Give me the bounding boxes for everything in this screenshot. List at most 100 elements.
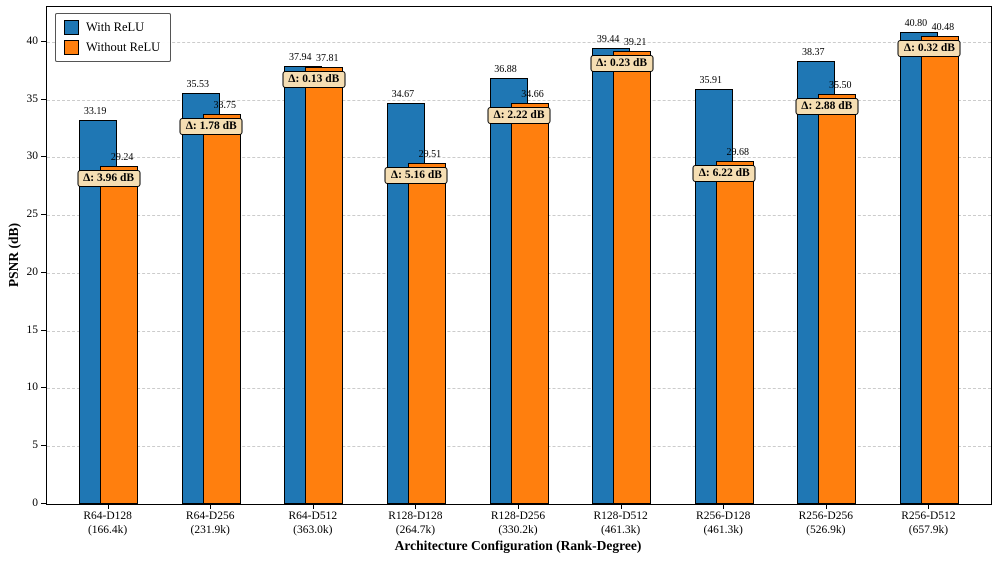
delta-badge: Δ: 6.22 dB xyxy=(692,165,756,182)
y-tick-label: 20 xyxy=(26,265,39,278)
bar-value-label: 33.19 xyxy=(83,106,107,118)
x-tick-label-name: R64-D512 xyxy=(288,510,338,522)
bar-without-relu xyxy=(202,113,241,504)
bar-value-label: 39.21 xyxy=(623,36,647,48)
bar-without-relu xyxy=(100,166,139,504)
x-tick-label: R64-D256 (231.9k) xyxy=(150,510,270,537)
bar-without-relu xyxy=(613,50,652,504)
delta-badge: Δ: 1.78 dB xyxy=(179,117,243,135)
x-tick-mark xyxy=(825,504,827,509)
legend-swatch-with-relu xyxy=(64,20,79,35)
y-tick-mark xyxy=(41,214,46,215)
x-tick-label-params: (330.2k) xyxy=(498,523,538,536)
x-tick-mark xyxy=(415,504,417,509)
x-tick-label-params: (461.3k) xyxy=(703,523,743,536)
bar-value-label: 35.53 xyxy=(186,79,209,91)
bar-value-label: 35.50 xyxy=(829,79,852,91)
x-tick-mark xyxy=(210,504,212,509)
delta-badge: Δ: 3.96 dB xyxy=(77,170,141,187)
bar-value-label: 29.24 xyxy=(110,152,134,163)
bar-without-relu xyxy=(920,36,959,504)
bar-value-label: 39.44 xyxy=(596,34,620,46)
y-tick-label: 10 xyxy=(26,381,39,394)
x-tick-label: R256-D512 (657.9k) xyxy=(868,510,988,537)
x-tick-label-name: R64-D128 xyxy=(83,510,132,522)
legend-label-without-relu: Without ReLU xyxy=(86,40,161,54)
legend-item-with-relu: With ReLU xyxy=(64,20,160,35)
x-tick-mark xyxy=(928,504,930,509)
bar-value-label: 29.51 xyxy=(418,148,442,160)
bar-value-label: 37.94 xyxy=(289,51,312,63)
x-tick-mark xyxy=(620,504,622,509)
y-tick-label: 40 xyxy=(26,34,39,47)
x-tick-label-params: (657.9k) xyxy=(908,523,949,536)
legend-label-with-relu: With ReLU xyxy=(86,20,145,34)
x-tick-label-name: R64-D256 xyxy=(185,510,235,522)
x-tick-label-name: R128-D256 xyxy=(490,510,546,522)
y-tick-mark xyxy=(41,387,46,389)
bar-value-label: 38.37 xyxy=(802,46,825,58)
bar-value-label: 35.91 xyxy=(699,74,722,86)
bar-without-relu xyxy=(305,67,344,504)
bar-value-label: 37.81 xyxy=(316,53,339,64)
y-tick-mark xyxy=(41,271,46,273)
y-tick-mark xyxy=(41,98,46,100)
x-tick-mark xyxy=(723,504,725,509)
bar-without-relu xyxy=(407,162,446,504)
delta-badge: Δ: 2.88 dB xyxy=(795,97,859,115)
x-tick-label-name: R128-D128 xyxy=(388,510,443,522)
y-tick-mark xyxy=(41,329,46,331)
bar-value-label: 33.75 xyxy=(213,99,236,111)
bar-value-label: 40.48 xyxy=(931,22,955,34)
y-tick-mark xyxy=(41,40,46,42)
bar-without-relu xyxy=(715,161,754,504)
x-tick-mark xyxy=(518,504,519,509)
x-tick-label-name: R256-D128 xyxy=(696,510,751,522)
x-tick-label-params: (264.7k) xyxy=(395,523,436,536)
x-tick-label-params: (526.9k) xyxy=(806,523,846,536)
x-tick-label-name: R256-D512 xyxy=(901,510,956,522)
delta-badge: Δ: 2.22 dB xyxy=(487,107,551,125)
x-tick-label: R128-D256 (330.2k) xyxy=(458,510,578,537)
bar-value-label: 34.67 xyxy=(391,89,415,101)
x-tick-label-name: R128-D512 xyxy=(593,510,648,522)
bar-value-label: 34.66 xyxy=(521,89,544,101)
x-tick-label: R64-D512 (363.0k) xyxy=(253,510,373,537)
x-axis-label: Architecture Configuration (Rank-Degree) xyxy=(394,538,642,553)
delta-badge: Δ: 0.23 dB xyxy=(590,54,654,72)
y-tick-mark xyxy=(41,503,46,504)
y-tick-mark xyxy=(41,445,46,447)
plot-area: 33.19 29.24 Δ: 3.96 dB 35.53 33.75 Δ: 1.78 dB… xyxy=(46,6,992,505)
y-tick-label: 0 xyxy=(32,497,38,509)
x-tick-label: R128-D512 (461.3k) xyxy=(561,510,681,537)
legend: With ReLU Without ReLU xyxy=(55,13,172,62)
x-tick-label: R256-D256 (526.9k) xyxy=(766,510,886,537)
delta-badge: Δ: 0.32 dB xyxy=(897,40,961,58)
legend-swatch-without-relu xyxy=(64,40,79,55)
delta-badge: Δ: 5.16 dB xyxy=(384,166,448,184)
x-tick-label: R256-D128 (461.3k) xyxy=(663,510,783,537)
bar-value-label: 36.88 xyxy=(494,63,517,75)
legend-item-without-relu: Without ReLU xyxy=(64,40,160,55)
x-tick-mark xyxy=(312,504,314,509)
bar-without-relu xyxy=(510,103,549,504)
y-tick-label: 35 xyxy=(26,92,39,105)
x-tick-label-params: (231.9k) xyxy=(190,523,230,536)
y-tick-label: 15 xyxy=(26,323,39,336)
x-tick-label-params: (461.3k) xyxy=(600,523,641,536)
x-tick-label: R128-D128 (264.7k) xyxy=(355,510,475,537)
y-tick-label: 30 xyxy=(26,150,39,163)
y-tick-label: 5 xyxy=(32,439,38,452)
bar-value-label: 40.80 xyxy=(904,18,928,30)
x-tick-label-params: (363.0k) xyxy=(293,523,333,536)
gridline xyxy=(47,41,991,43)
x-tick-label-params: (166.4k) xyxy=(87,523,128,536)
delta-badge: Δ: 0.13 dB xyxy=(282,71,346,88)
bar-value-label: 29.68 xyxy=(726,147,749,158)
x-tick-label: R64-D128 (166.4k) xyxy=(48,510,168,537)
x-tick-label-name: R256-D256 xyxy=(798,510,853,522)
y-tick-label: 25 xyxy=(26,208,39,220)
y-tick-mark xyxy=(41,156,46,158)
bar-without-relu xyxy=(818,93,857,504)
